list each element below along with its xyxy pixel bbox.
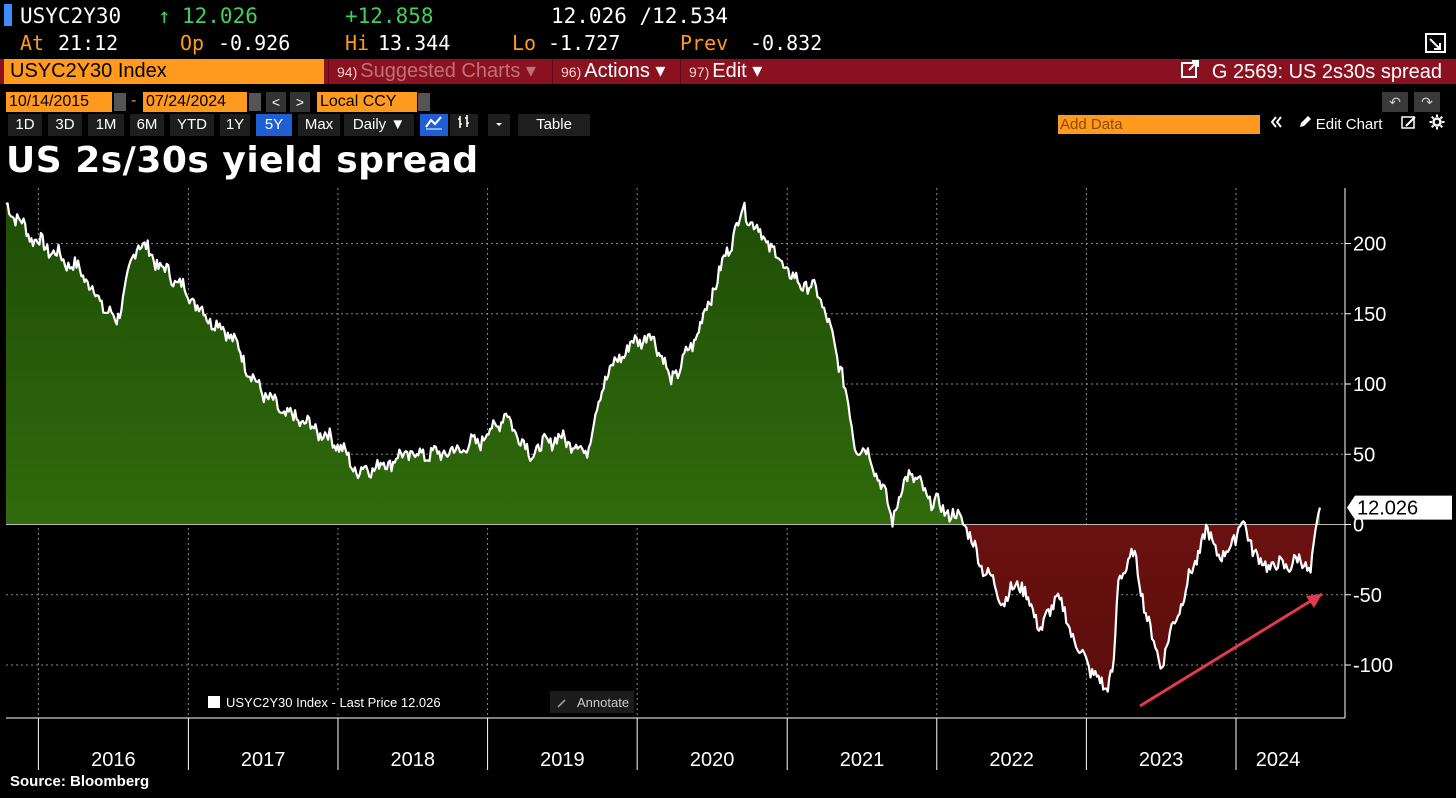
annotate-label: Annotate (577, 695, 629, 710)
actions-menu[interactable]: 96) Actions ▾ (552, 59, 678, 84)
date-controls: 10/14/2015 - 07/24/2024 < > Local CCY ↶ … (0, 92, 1456, 112)
trend-arrow (1139, 592, 1323, 708)
undo-button[interactable]: ↶ (1382, 92, 1408, 112)
up-arrow-icon: ↑ (158, 4, 171, 28)
chart-title: US 2s/30s yield spread (6, 140, 479, 181)
line-chart-icon[interactable] (420, 114, 448, 136)
y-tick-label: -50 (1353, 585, 1382, 607)
chart-settings-icon[interactable] (1396, 114, 1418, 136)
y-tick-label: 0 (1353, 515, 1364, 537)
bid-ask: 12.026 /12.534 (551, 4, 729, 28)
external-link-icon (1180, 59, 1200, 86)
redo-button[interactable]: ↷ (1414, 92, 1440, 112)
net-change: +12.858 (345, 4, 434, 28)
prev-label: Prev (680, 31, 729, 55)
prev-value: -0.832 (750, 31, 823, 55)
edit-chart-label: Edit Chart (1315, 116, 1383, 133)
x-tick-label: 2021 (840, 749, 885, 771)
next-period-button[interactable]: > (290, 92, 310, 112)
end-calendar-icon[interactable] (249, 93, 261, 111)
start-calendar-icon[interactable] (114, 93, 126, 111)
annotate-button (550, 691, 634, 713)
low-label: Lo (512, 31, 537, 55)
edit-chart-button[interactable]: Edit Chart (1290, 114, 1390, 136)
open-label: Op (180, 31, 205, 55)
high-label: Hi (345, 31, 370, 55)
currency-select[interactable]: Local CCY (317, 92, 417, 112)
open-value: -0.926 (218, 31, 291, 55)
legend-label: USYC2Y30 Index - Last Price 12.026 (226, 695, 441, 710)
source-note: Source: Bloomberg (10, 773, 150, 790)
range-3d[interactable]: 3D (48, 114, 82, 136)
period-select[interactable]: Daily ▼ (344, 114, 414, 136)
legend-swatch (208, 696, 220, 708)
at-value: 21:12 (58, 31, 119, 55)
table-button[interactable]: Table (518, 114, 590, 136)
suggested-charts-number: 94) (337, 64, 358, 80)
x-tick-label: 2023 (1139, 749, 1184, 771)
add-data-input[interactable]: Add Data (1058, 115, 1260, 134)
y-tick-label: 100 (1353, 374, 1386, 396)
ticker-symbol[interactable]: USYC2Y30 (20, 4, 122, 28)
expand-icon[interactable] (1424, 31, 1448, 60)
currency-dropdown-icon[interactable] (418, 93, 430, 111)
trend-arrow-head (1306, 594, 1322, 608)
end-date-field[interactable]: 07/24/2024 (143, 92, 247, 112)
command-bar: USYC2Y30 Index 94) Suggested Charts ▾ 96)… (0, 59, 1456, 84)
suggested-charts-menu[interactable]: 94) Suggested Charts ▾ (328, 59, 550, 84)
x-tick-label: 2017 (241, 749, 286, 771)
chart-type-dropdown-icon[interactable] (488, 114, 510, 136)
collapse-icon[interactable] (1264, 114, 1286, 136)
edit-menu[interactable]: 97) Edit ▾ (680, 59, 776, 84)
prev-period-button[interactable]: < (266, 92, 286, 112)
y-tick-label: 200 (1353, 234, 1386, 256)
edit-label: Edit ▾ (712, 60, 763, 82)
suggested-charts-label: Suggested Charts ▾ (360, 60, 536, 82)
range-controls: 1D 3D 1M 6M YTD 1Y 5Y Max Daily ▼ Table … (0, 114, 1456, 136)
x-tick-label: 2024 (1256, 749, 1301, 771)
range-1d[interactable]: 1D (8, 114, 42, 136)
ticker-marker (4, 4, 12, 26)
ticker-bar: USYC2Y30 ↑ 12.026 +12.858 12.026 /12.534 (0, 4, 1456, 30)
last-price: 12.026 (182, 4, 258, 28)
y-tick-label: 150 (1353, 304, 1386, 326)
range-5y[interactable]: 5Y (256, 114, 292, 136)
x-tick-label: 2018 (391, 749, 436, 771)
graph-title-link[interactable]: G 2569: US 2s30s spread (1180, 59, 1442, 86)
series-line (5, 201, 1322, 693)
range-1y[interactable]: 1Y (220, 114, 250, 136)
actions-number: 96) (561, 64, 582, 80)
low-value: -1.727 (548, 31, 621, 55)
x-tick-label: 2022 (989, 749, 1034, 771)
positive-area (6, 202, 1320, 525)
date-dash: - (131, 92, 137, 109)
at-label: At (20, 31, 45, 55)
high-value: 13.344 (378, 31, 451, 55)
x-tick-label: 2019 (540, 749, 585, 771)
range-1m[interactable]: 1M (88, 114, 124, 136)
start-date-field[interactable]: 10/14/2015 (6, 92, 112, 112)
bar-chart-icon[interactable] (450, 114, 478, 136)
range-max[interactable]: Max (298, 114, 340, 136)
annotate-icon (557, 699, 566, 708)
actions-label: Actions ▾ (584, 60, 666, 82)
last-value-label: 12.026 (1357, 498, 1418, 520)
negative-area (6, 524, 1320, 692)
y-tick-label: 50 (1353, 444, 1375, 466)
range-ytd[interactable]: YTD (170, 114, 214, 136)
stats-bar: At 21:12 Op -0.926 Hi 13.344 Lo -1.727 P… (0, 31, 1456, 57)
legend-box (200, 690, 458, 714)
pencil-icon (1298, 114, 1312, 136)
range-6m[interactable]: 6M (130, 114, 164, 136)
edit-number: 97) (689, 64, 710, 80)
last-value-tag (1347, 495, 1452, 520)
x-tick-label: 2020 (690, 749, 735, 771)
gear-icon[interactable] (1424, 114, 1448, 136)
y-tick-label: -100 (1353, 655, 1393, 677)
graph-title: G 2569: US 2s30s spread (1211, 60, 1442, 83)
security-field[interactable]: USYC2Y30 Index (4, 59, 324, 84)
x-tick-label: 2016 (91, 749, 136, 771)
